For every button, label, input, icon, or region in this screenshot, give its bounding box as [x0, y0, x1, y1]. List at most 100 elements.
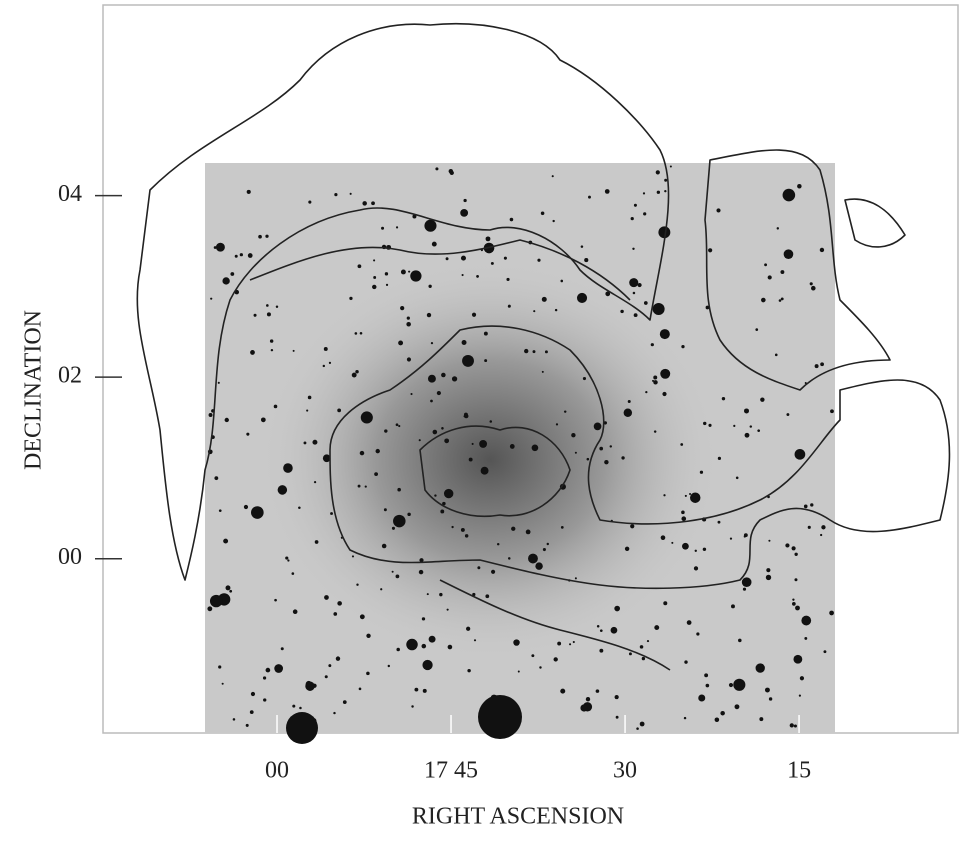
- star: [680, 443, 684, 446]
- star: [507, 304, 511, 308]
- star: [243, 504, 249, 510]
- star: [265, 234, 269, 238]
- star: [554, 308, 558, 312]
- star: [374, 472, 378, 477]
- star: [312, 439, 318, 445]
- star: [733, 424, 736, 427]
- star: [807, 525, 811, 529]
- star: [406, 357, 412, 362]
- star: [681, 516, 687, 522]
- star: [464, 534, 469, 538]
- star: [292, 349, 295, 352]
- star: [580, 704, 588, 712]
- star: [357, 264, 362, 269]
- star: [441, 427, 444, 430]
- star: [642, 192, 646, 195]
- star: [682, 542, 689, 550]
- star: [584, 258, 589, 263]
- star: [305, 680, 312, 688]
- star: [380, 588, 383, 591]
- star: [532, 350, 536, 354]
- star: [799, 676, 805, 681]
- star: [445, 257, 449, 261]
- star: [610, 626, 618, 634]
- star: [563, 410, 567, 413]
- star: [604, 189, 610, 194]
- star: [451, 525, 454, 529]
- star: [653, 375, 658, 380]
- star: [485, 236, 491, 242]
- star: [705, 683, 710, 688]
- star: [783, 249, 794, 259]
- star: [744, 408, 750, 414]
- star: [605, 291, 611, 297]
- star: [734, 704, 740, 710]
- star: [829, 610, 834, 616]
- star: [463, 412, 468, 417]
- star: [636, 727, 639, 730]
- star: [337, 408, 342, 413]
- star: [472, 592, 476, 597]
- star: [359, 450, 365, 456]
- star: [621, 456, 625, 460]
- star: [467, 668, 471, 673]
- star: [596, 625, 600, 628]
- star: [517, 670, 520, 673]
- star: [421, 617, 426, 621]
- star: [531, 444, 539, 452]
- star: [742, 587, 747, 591]
- bright-star: [478, 695, 522, 739]
- star: [250, 691, 256, 697]
- x-tick-label: 30: [613, 758, 637, 784]
- star: [760, 397, 765, 402]
- contour-blob: [844, 198, 906, 248]
- star: [560, 525, 564, 529]
- star: [427, 374, 436, 383]
- star: [729, 537, 733, 540]
- star: [270, 348, 274, 352]
- star: [334, 193, 338, 197]
- star: [542, 548, 546, 552]
- star: [258, 234, 262, 239]
- star: [435, 167, 439, 171]
- star: [249, 710, 254, 715]
- star: [217, 381, 220, 384]
- star: [400, 269, 406, 275]
- star: [580, 245, 584, 248]
- star: [663, 601, 668, 606]
- star: [669, 165, 672, 168]
- star: [430, 399, 433, 403]
- star: [330, 512, 333, 515]
- star: [480, 466, 489, 475]
- star: [463, 198, 467, 203]
- star: [447, 644, 453, 650]
- star: [441, 372, 446, 378]
- star: [720, 710, 725, 716]
- star: [436, 391, 441, 396]
- star: [385, 283, 389, 286]
- star: [539, 666, 542, 669]
- star: [372, 284, 377, 290]
- star: [230, 272, 235, 276]
- star: [381, 226, 385, 230]
- star: [355, 369, 359, 374]
- star: [476, 275, 479, 278]
- star: [373, 276, 377, 279]
- star: [373, 259, 376, 262]
- star: [801, 615, 812, 626]
- star: [540, 211, 545, 216]
- star: [757, 429, 761, 433]
- star: [328, 664, 332, 668]
- star: [557, 641, 562, 646]
- star: [299, 706, 302, 710]
- star: [210, 297, 213, 300]
- star: [364, 485, 367, 488]
- bright-star: [286, 712, 318, 744]
- star: [430, 342, 434, 345]
- star: [660, 368, 671, 379]
- star: [384, 429, 388, 433]
- star: [652, 302, 665, 315]
- star: [759, 717, 764, 722]
- x-tick-label: 17 45: [424, 758, 478, 784]
